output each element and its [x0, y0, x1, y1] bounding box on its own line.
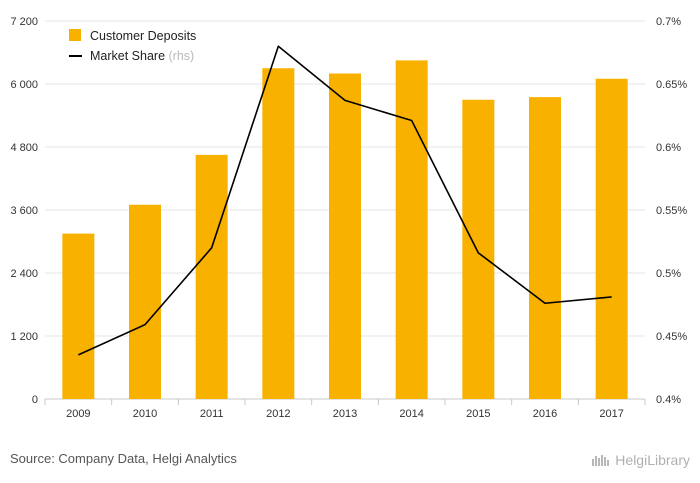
bar — [62, 233, 95, 399]
legend-rhs-note: (rhs) — [169, 49, 195, 63]
market-share-line — [78, 45, 612, 356]
y-left-tick-label: 2 400 — [10, 268, 38, 280]
library-logo-icon — [592, 455, 610, 466]
y-right-tick-label: 0.5% — [656, 268, 681, 280]
y-left-tick-label: 3 600 — [10, 205, 38, 217]
y-right-tick-label: 0.4% — [656, 394, 681, 406]
legend-label-market-share: Market Share (rhs) — [90, 49, 194, 63]
y-right-tick-label: 0.6% — [656, 142, 681, 154]
brand-logo: HelgiLibrary — [591, 452, 690, 468]
x-tick-label: 2012 — [266, 408, 290, 420]
y-left-tick-label: 7 200 — [10, 16, 38, 28]
x-tick-label: 2015 — [466, 408, 490, 420]
bar — [329, 73, 361, 399]
x-tick-label: 2010 — [133, 408, 157, 420]
x-tick-label: 2013 — [333, 408, 357, 420]
bar — [129, 204, 161, 399]
y-left-tick-label: 4 800 — [10, 142, 38, 154]
bar — [529, 97, 561, 399]
bar — [195, 154, 228, 399]
y-right-tick-label: 0.7% — [656, 16, 681, 28]
y-left-tick-label: 1 200 — [10, 331, 38, 343]
legend-bar-swatch — [69, 29, 81, 41]
y-right-tick-label: 0.65% — [656, 79, 687, 91]
y-right-tick-label: 0.45% — [656, 331, 687, 343]
source-note: Source: Company Data, Helgi Analytics — [10, 451, 237, 466]
x-tick-label: 2017 — [599, 408, 623, 420]
x-tick-label: 2016 — [533, 408, 557, 420]
x-tick-label: 2014 — [399, 408, 423, 420]
chart: 0 1 200 2 400 3 600 4 800 6 000 7 200 0.4% 0.45%… — [10, 16, 687, 420]
y-left-tick-label: 0 — [32, 394, 38, 406]
bar — [395, 60, 428, 399]
x-tick-label: 2009 — [66, 408, 90, 420]
y-left-tick-label: 6 000 — [10, 79, 38, 91]
legend-label-deposits: Customer Deposits — [90, 29, 196, 43]
bar — [262, 68, 295, 399]
x-tick-label: 2011 — [200, 408, 224, 420]
brand-text: HelgiLibrary — [615, 452, 690, 468]
y-right-tick-label: 0.55% — [656, 205, 687, 217]
bar — [595, 78, 628, 399]
bar — [462, 99, 495, 399]
